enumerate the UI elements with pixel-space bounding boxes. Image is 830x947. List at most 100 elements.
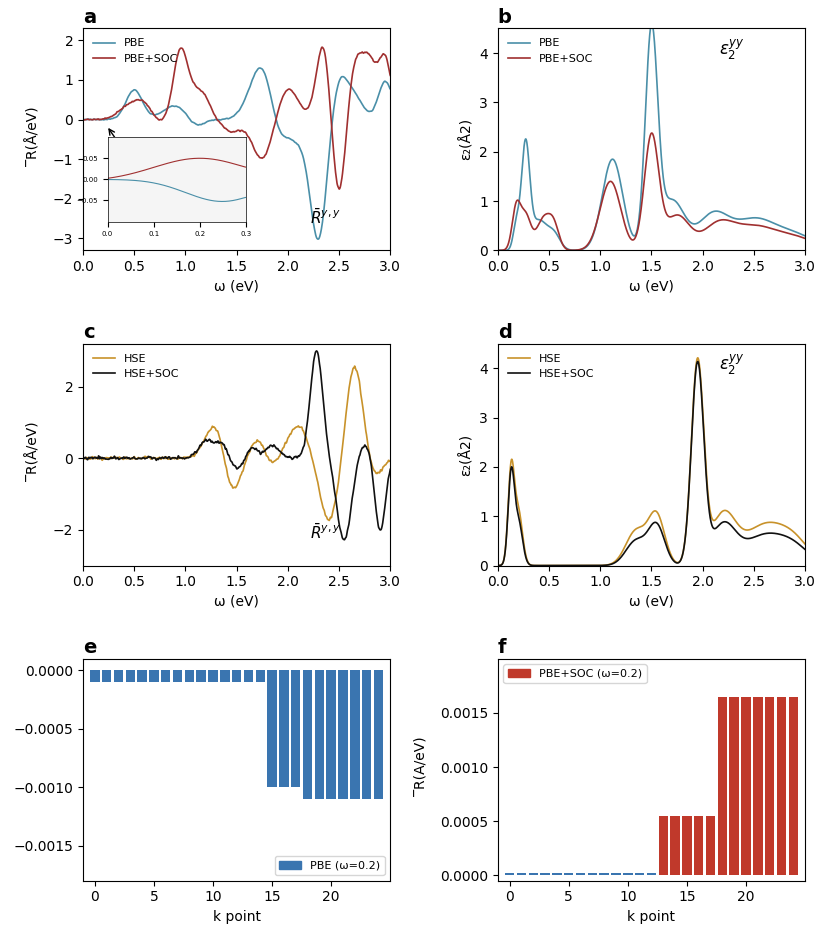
PBE [115, 108, 124, 119]
Bar [505, 873, 515, 875]
PBE [78, 114, 88, 125]
PBE [102, 114, 112, 125]
Bar [529, 873, 538, 875]
PBE [635, 202, 645, 213]
PBE [530, 208, 540, 220]
HSE [102, 452, 112, 463]
Line: HSE+SOC: HSE+SOC [498, 362, 805, 565]
Text: $\bar{R}^{y,y}$: $\bar{R}^{y,y}$ [310, 523, 341, 542]
Bar [232, 670, 242, 682]
Bar [671, 815, 680, 875]
HSE [115, 452, 124, 463]
Y-axis label: ̅R(Å/eV): ̅R(Å/eV) [32, 113, 47, 166]
X-axis label: ω (eV): ω (eV) [629, 595, 674, 609]
Bar [576, 873, 585, 875]
HSE+SOC [208, 438, 218, 449]
PBE+SOC [78, 114, 88, 125]
X-axis label: k point: k point [212, 910, 261, 924]
Bar [339, 670, 348, 799]
HSE [668, 553, 678, 564]
HSE+SOC [693, 356, 703, 367]
Y-axis label: ̅R(A/eV): ̅R(A/eV) [420, 743, 434, 796]
Bar [765, 697, 774, 875]
Y-axis label: ε₂(Å2): ε₂(Å2) [459, 118, 474, 160]
PBE+SOC [215, 117, 225, 129]
Text: $\varepsilon_2^{yy}$: $\varepsilon_2^{yy}$ [719, 37, 745, 63]
Bar [137, 670, 147, 682]
PBE+SOC [220, 122, 230, 134]
Bar [753, 697, 763, 875]
Line: PBE+SOC: PBE+SOC [498, 133, 805, 250]
Bar [374, 670, 383, 799]
HSE+SOC [339, 534, 349, 545]
Bar [623, 873, 632, 875]
Bar [788, 697, 798, 875]
Bar [125, 670, 135, 682]
Bar [517, 873, 526, 875]
Bar [244, 670, 253, 682]
HSE+SOC [102, 454, 112, 465]
HSE+SOC [78, 453, 88, 464]
Legend: PBE (ω=0.2): PBE (ω=0.2) [275, 856, 385, 875]
Line: HSE+SOC: HSE+SOC [83, 351, 390, 540]
Bar [540, 873, 549, 875]
Bar [647, 873, 657, 875]
PBE+SOC [630, 233, 640, 244]
PBE+SOC [800, 233, 810, 244]
HSE+SOC [493, 560, 503, 571]
PBE [630, 230, 640, 241]
HSE [220, 458, 230, 470]
Bar [161, 670, 170, 682]
PBE [385, 83, 395, 95]
Text: b: b [498, 8, 512, 27]
Bar [552, 873, 562, 875]
HSE+SOC [115, 454, 124, 465]
HSE [693, 352, 703, 364]
Bar [90, 670, 100, 682]
Bar [564, 873, 574, 875]
Bar [658, 815, 668, 875]
Bar [303, 670, 312, 799]
PBE+SOC [647, 127, 657, 138]
PBE [255, 63, 265, 74]
Bar [197, 670, 206, 682]
PBE [516, 170, 526, 181]
PBE+SOC [668, 210, 678, 222]
HSE+SOC [215, 437, 225, 448]
HSE [208, 421, 218, 433]
Legend: PBE, PBE+SOC: PBE, PBE+SOC [503, 34, 598, 68]
HSE+SOC [548, 560, 558, 571]
HSE [349, 361, 359, 372]
HSE+SOC [623, 541, 633, 552]
Bar [777, 697, 786, 875]
HSE [215, 433, 225, 444]
Legend: HSE, HSE+SOC: HSE, HSE+SOC [89, 349, 184, 384]
HSE+SOC [516, 527, 526, 539]
HSE+SOC [220, 443, 230, 455]
HSE [623, 534, 633, 545]
Text: e: e [83, 638, 96, 657]
Bar [208, 670, 217, 682]
PBE [623, 216, 633, 227]
Bar [220, 670, 230, 682]
PBE+SOC [253, 150, 263, 161]
PBE [208, 115, 218, 126]
PBE [220, 113, 230, 124]
Line: PBE: PBE [498, 24, 805, 250]
Bar [730, 697, 739, 875]
PBE+SOC [635, 211, 645, 223]
HSE [516, 520, 526, 531]
HSE+SOC [630, 534, 640, 545]
PBE [800, 230, 810, 241]
HSE+SOC [385, 464, 395, 475]
Bar [588, 873, 597, 875]
Bar [173, 670, 183, 682]
PBE+SOC [493, 244, 503, 256]
PBE [493, 244, 503, 256]
Bar [315, 670, 324, 799]
PBE+SOC [334, 184, 344, 195]
PBE+SOC [102, 113, 112, 124]
Bar [350, 670, 359, 799]
Line: PBE: PBE [83, 68, 390, 240]
X-axis label: ω (eV): ω (eV) [214, 595, 259, 609]
